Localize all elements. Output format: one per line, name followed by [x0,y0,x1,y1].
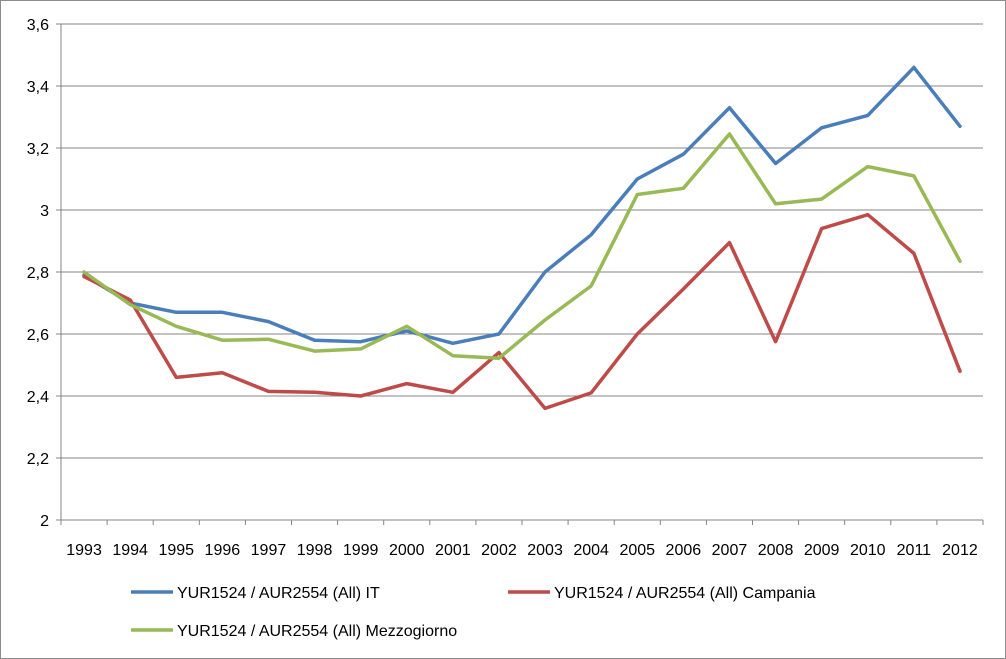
x-tick-label: 1995 [158,542,194,559]
x-tick-label: 2012 [942,542,978,559]
series-line-2 [82,132,962,360]
x-tick-label: 1996 [205,542,241,559]
x-tick-label: 2009 [804,542,840,559]
x-tick-label: 2008 [758,542,794,559]
legend: YUR1524 / AUR2554 (All) IT YUR1524 / AUR2… [131,585,816,640]
legend-label: YUR1524 / AUR2554 (All) IT [177,585,380,602]
x-tick-label: 2010 [850,542,886,559]
y-tick-label: 2,6 [27,327,49,344]
series-lines [82,65,962,411]
y-tick-label: 3 [40,203,49,220]
x-tick-label: 1999 [343,542,379,559]
series-line-0 [82,65,962,346]
x-tick-label: 2007 [712,542,748,559]
x-axis-ticks: 1993 1994 1995 1996 1997 1998 1999 2000 2001 2002… [66,542,978,559]
x-tick-label: 2006 [666,542,702,559]
y-tick-label: 2 [40,513,49,530]
y-tick-label: 3,6 [27,17,49,34]
y-tick-label: 2,8 [27,265,49,282]
y-tick-label: 3,2 [27,141,49,158]
x-tick-label: 1998 [297,542,333,559]
x-tick-label: 2000 [389,542,425,559]
x-tick-label: 2004 [573,542,609,559]
gridlines [61,23,983,459]
x-tick-label: 2002 [481,542,517,559]
legend-label: YUR1524 / AUR2554 (All) Mezzogiorno [177,623,457,640]
y-tick-label: 2,2 [27,451,49,468]
y-tick-label: 3,4 [27,79,49,96]
y-axis-ticks: 2 2,2 2,4 2,6 2,8 3 3,2 3,4 3,6 [27,17,49,530]
x-tick-label: 1993 [66,542,102,559]
axes [56,23,984,525]
x-tick-label: 1994 [112,542,148,559]
x-tick-label: 2003 [527,542,563,559]
x-tick-label: 2005 [619,542,655,559]
y-tick-label: 2,4 [27,389,49,406]
x-tick-label: 1997 [251,542,287,559]
series-line-1 [82,212,962,411]
legend-label: YUR1524 / AUR2554 (All) Campania [554,585,816,602]
x-tick-label: 2001 [435,542,471,559]
x-tick-label: 2011 [897,542,932,559]
